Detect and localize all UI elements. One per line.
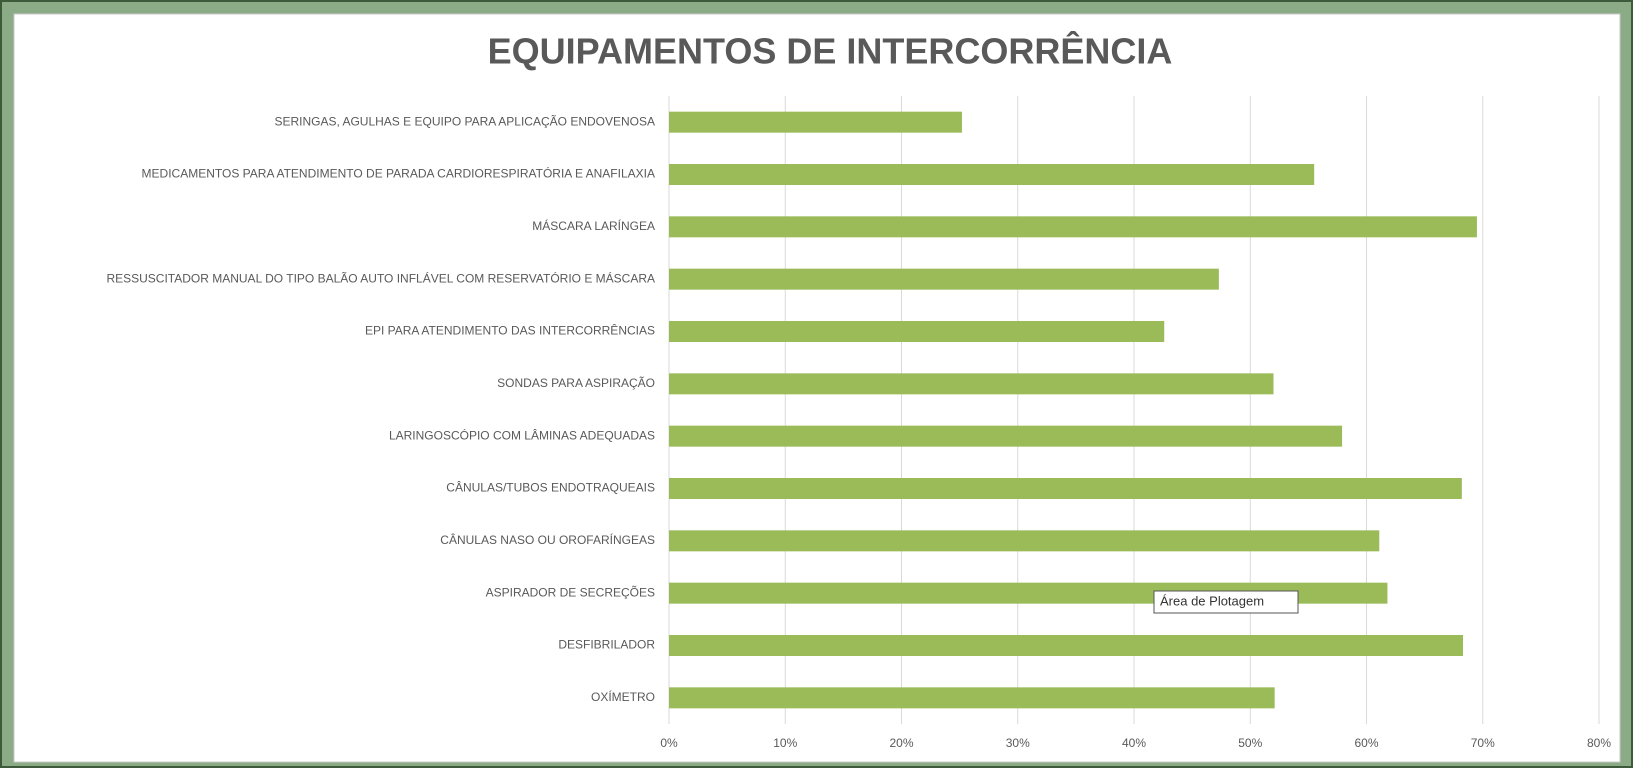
- tooltip: Área de Plotagem: [1160, 593, 1264, 608]
- x-tick-label: 80%: [1587, 736, 1611, 750]
- tooltip-box: [1153, 590, 1299, 614]
- y-tick-label: ASPIRADOR DE SECREÇÕES: [486, 584, 655, 599]
- bar: [669, 373, 1274, 395]
- bar: [669, 425, 1343, 447]
- y-tick-label: MEDICAMENTOS PARA ATENDIMENTO DE PARADA …: [142, 166, 655, 181]
- bar: [669, 530, 1380, 552]
- y-tick-label: SERINGAS, AGULHAS E EQUIPO PARA APLICAÇÃ…: [274, 114, 655, 128]
- y-tick-label: CÂNULAS NASO OU OROFARÍNGEAS: [440, 532, 655, 547]
- bar: [669, 478, 1462, 499]
- x-tick-label: 40%: [1122, 736, 1146, 750]
- x-tick-label: 60%: [1354, 736, 1378, 750]
- x-tick-label: 50%: [1238, 736, 1262, 750]
- x-tick-label: 0%: [660, 736, 678, 750]
- y-tick-label: OXÍMETRO: [591, 689, 655, 704]
- bar: [669, 268, 1219, 290]
- y-tick-label: EPI PARA ATENDIMENTO DAS INTERCORRÊNCIAS: [365, 323, 655, 338]
- y-tick-label: SONDAS PARA ASPIRAÇÃO: [497, 376, 655, 390]
- y-tick-label: LARINGOSCÓPIO COM LÂMINAS ADEQUADAS: [389, 427, 655, 442]
- x-tick-label: 20%: [889, 736, 913, 750]
- bar: [669, 111, 962, 133]
- bar: [669, 164, 1315, 185]
- chart-title: EQUIPAMENTOS DE INTERCORRÊNCIA: [488, 30, 1173, 72]
- x-tick-label: 10%: [773, 736, 797, 750]
- y-tick-label: RESSUSCITADOR MANUAL DO TIPO BALÃO AUTO …: [106, 270, 655, 285]
- x-tick-label: 70%: [1471, 736, 1495, 750]
- x-tick-label: 30%: [1006, 736, 1030, 750]
- bar: [669, 321, 1165, 342]
- bar: [669, 216, 1477, 238]
- y-tick-label: MÁSCARA LARÍNGEA: [532, 218, 655, 233]
- y-tick-label: DESFIBRILADOR: [558, 638, 655, 652]
- bar: [669, 687, 1275, 709]
- bar: [669, 635, 1463, 656]
- y-tick-label: CÂNULAS/TUBOS ENDOTRAQUEAIS: [446, 480, 655, 495]
